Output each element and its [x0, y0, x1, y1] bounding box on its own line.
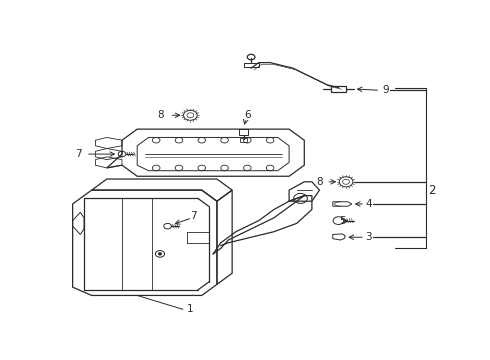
Bar: [244, 63, 259, 67]
Text: 7: 7: [75, 149, 82, 159]
Text: 8: 8: [157, 110, 164, 120]
Text: 4: 4: [365, 199, 372, 209]
Text: 7: 7: [190, 211, 197, 221]
Bar: [241, 138, 246, 141]
Text: 8: 8: [317, 177, 323, 187]
Text: 3: 3: [365, 232, 372, 242]
Text: 5: 5: [340, 216, 346, 226]
Text: 2: 2: [428, 184, 435, 197]
Text: 1: 1: [187, 304, 193, 314]
Circle shape: [158, 252, 162, 255]
Bar: [331, 86, 346, 92]
Bar: [239, 129, 248, 135]
Text: 6: 6: [244, 110, 251, 120]
Text: 9: 9: [382, 85, 389, 95]
